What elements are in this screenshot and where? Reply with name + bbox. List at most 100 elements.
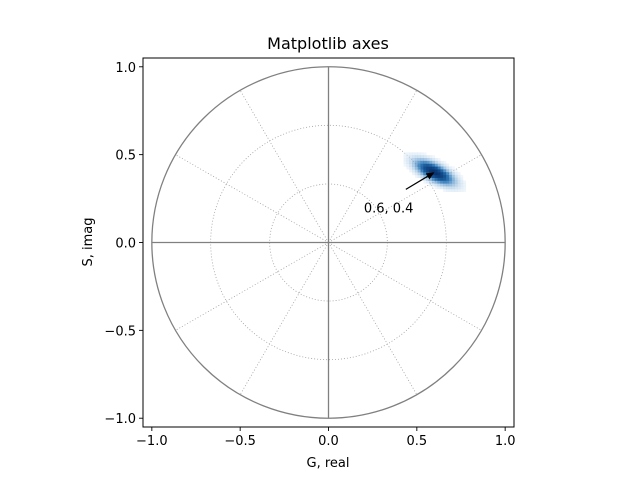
density-bin [420, 174, 424, 178]
density-bin [440, 183, 444, 187]
density-bin [414, 163, 419, 167]
density-bin [414, 174, 419, 178]
density-bin [431, 166, 435, 170]
density-bin [420, 157, 424, 162]
density-bin [440, 177, 444, 181]
density-bin [414, 155, 419, 159]
y-axis-label: S, imag [81, 217, 96, 266]
density-bin [434, 177, 438, 181]
density-bin [448, 186, 452, 190]
density-bin [454, 177, 458, 181]
density-bin [454, 169, 458, 173]
density-bin [434, 183, 438, 187]
density-bin [423, 172, 427, 176]
density-bin [457, 186, 461, 190]
density-bin [414, 169, 419, 173]
x-tick-label: −0.5 [224, 434, 256, 449]
density-heatmap [403, 152, 467, 193]
plot-area: 0.6, 0.4 [151, 66, 506, 419]
density-bin [406, 160, 410, 164]
density-bin [412, 157, 416, 162]
density-bin [426, 157, 430, 162]
density-bin [440, 180, 444, 184]
density-bin [440, 186, 444, 190]
density-bin [434, 160, 438, 164]
density-bin [403, 157, 407, 162]
density-bin [460, 183, 464, 187]
density-bin [445, 166, 450, 170]
density-bin [454, 180, 458, 184]
density-bin [431, 169, 435, 173]
density-bin [431, 183, 435, 187]
density-bin [445, 169, 450, 173]
density-bin [426, 163, 430, 167]
density-bin [406, 152, 410, 156]
density-bin [412, 160, 416, 164]
density-bin [406, 155, 410, 159]
density-bin [406, 166, 410, 170]
density-bin [426, 160, 430, 164]
density-bin [443, 166, 447, 170]
density-bin [406, 163, 410, 167]
density-bin [451, 169, 455, 173]
x-tick-label: 1.0 [495, 434, 516, 449]
density-bin [437, 166, 441, 170]
density-bin [414, 166, 419, 170]
density-bin [460, 180, 464, 184]
x-axis-ticks: −1.0 −0.5 0.0 0.5 1.0 [136, 427, 516, 449]
density-bin [460, 188, 464, 193]
density-bin [440, 174, 444, 178]
density-bin [403, 155, 407, 159]
density-bin [440, 163, 444, 167]
density-bin [420, 166, 424, 170]
density-bin [457, 174, 461, 178]
density-bin [417, 157, 421, 162]
y-tick-label: 1.0 [115, 61, 136, 76]
annotation-label: 0.6, 0.4 [364, 201, 414, 216]
density-bin [423, 169, 427, 173]
grid-radial-line [328, 154, 482, 243]
density-bin [437, 172, 441, 176]
density-bin [460, 174, 464, 178]
density-bin [429, 180, 433, 184]
density-bin [448, 180, 452, 184]
grid-radial-line [328, 242, 482, 331]
grid-radial-line [328, 90, 418, 243]
density-bin [462, 186, 467, 190]
density-bin [451, 186, 455, 190]
grid-radial-line [175, 154, 329, 243]
density-bin [403, 160, 407, 164]
density-bin [429, 157, 433, 162]
density-bin [437, 163, 441, 167]
density-bin [431, 155, 435, 159]
density-bin [462, 183, 467, 187]
density-bin [448, 169, 452, 173]
density-bin [451, 180, 455, 184]
density-bin [437, 169, 441, 173]
density-bin [451, 183, 455, 187]
density-bin [417, 163, 421, 167]
grid-radial-line [239, 242, 329, 395]
density-bin [443, 180, 447, 184]
density-bin [431, 157, 435, 162]
density-bin [417, 152, 421, 156]
density-bin [426, 166, 430, 170]
density-bin [454, 183, 458, 187]
density-bin [440, 160, 444, 164]
density-bin [409, 160, 413, 164]
density-bin [409, 152, 413, 156]
density-bin [460, 177, 464, 181]
density-bin [426, 177, 430, 181]
density-bin [429, 163, 433, 167]
density-bin [420, 155, 424, 159]
density-bin [454, 174, 458, 178]
density-bin [420, 152, 424, 156]
density-bin [434, 157, 438, 162]
density-bin [417, 155, 421, 159]
density-bin [423, 157, 427, 162]
density-bin [451, 177, 455, 181]
density-bin [423, 174, 427, 178]
density-bin [414, 172, 419, 176]
density-bin [420, 169, 424, 173]
